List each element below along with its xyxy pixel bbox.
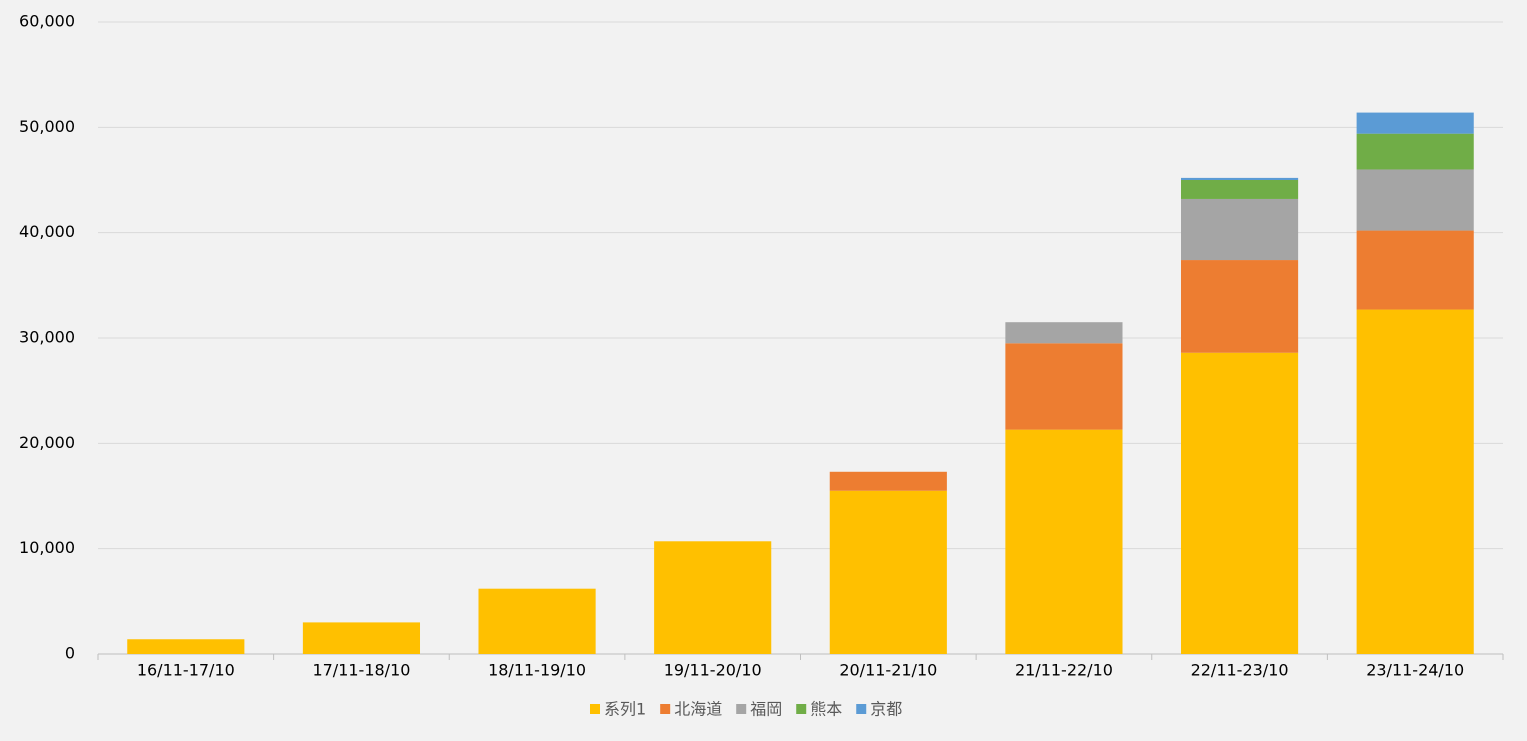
bar-segment [1180,180,1299,199]
legend-swatch [660,704,671,714]
bar-segment [1005,322,1123,344]
bar-segment [1356,112,1474,134]
bar-segment [1356,133,1474,170]
x-tick-label: 20/11-21/10 [839,661,937,680]
x-tick-label: 21/11-22/10 [1015,661,1113,680]
bar-segment [829,490,947,654]
bar-segment [1180,260,1299,353]
bar-segment [1356,309,1474,654]
y-tick-label: 40,000 [19,222,75,241]
bar-segment [1356,230,1474,310]
y-tick-label: 20,000 [19,433,75,452]
legend-label: 福岡 [750,700,782,719]
bar-segment [1005,429,1123,654]
y-tick-label: 60,000 [19,12,75,31]
bar-segment [1180,352,1299,654]
bar-segment [1180,198,1299,261]
x-tick-label: 16/11-17/10 [137,661,235,680]
y-tick-label: 50,000 [19,117,75,136]
legend-swatch [736,704,747,714]
legend-label: 北海道 [674,700,722,719]
legend-label: 系列1 [604,700,646,719]
bar-segment [302,622,421,654]
bar-segment [127,639,245,654]
x-tick-label: 17/11-18/10 [312,661,410,680]
bar-segment [478,588,596,654]
bar-segment [829,471,947,491]
bar-segment [1356,169,1474,231]
x-tick-label: 23/11-24/10 [1366,661,1464,680]
y-tick-label: 30,000 [19,328,75,347]
legend-label: 熊本 [810,700,842,719]
y-tick-label: 10,000 [19,538,75,557]
legend-swatch [856,704,867,714]
legend-swatch [796,704,807,714]
legend-label: 京都 [870,700,902,719]
x-tick-label: 22/11-23/10 [1191,661,1289,680]
legend-swatch [590,704,600,714]
bar-segment [654,541,772,654]
y-tick-label: 0 [65,644,75,663]
bar-segment [1180,177,1299,180]
x-tick-label: 18/11-19/10 [488,661,586,680]
x-tick-label: 19/11-20/10 [664,661,762,680]
bar-segment [1005,343,1123,430]
